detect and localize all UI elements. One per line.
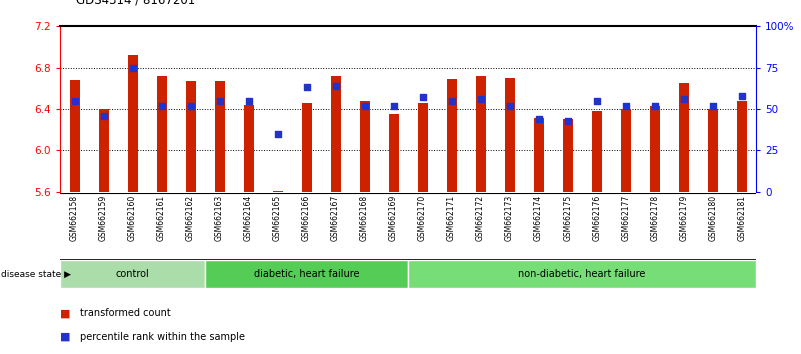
Text: GSM662158: GSM662158 — [70, 195, 79, 241]
Text: GSM662164: GSM662164 — [244, 195, 253, 241]
Bar — [592, 111, 602, 192]
Bar — [707, 109, 718, 192]
Bar — [562, 119, 573, 192]
Bar — [505, 78, 515, 192]
Text: GSM662167: GSM662167 — [331, 195, 340, 241]
Bar — [70, 80, 79, 192]
Point — [184, 103, 197, 109]
Point — [300, 85, 313, 90]
Point — [213, 98, 226, 104]
Point — [358, 103, 371, 109]
Bar — [215, 81, 224, 192]
Text: disease state ▶: disease state ▶ — [1, 269, 70, 279]
Bar — [186, 81, 195, 192]
Point — [445, 98, 458, 104]
Bar — [650, 106, 660, 192]
Text: GSM662174: GSM662174 — [534, 195, 543, 241]
Text: GSM662160: GSM662160 — [128, 195, 137, 241]
Text: GSM662163: GSM662163 — [215, 195, 224, 241]
Point — [503, 103, 516, 109]
Point — [706, 103, 719, 109]
Text: GSM662178: GSM662178 — [650, 195, 659, 241]
Bar — [737, 101, 747, 192]
Text: GSM662166: GSM662166 — [302, 195, 311, 241]
Text: GSM662169: GSM662169 — [389, 195, 398, 241]
Text: GDS4314 / 8167201: GDS4314 / 8167201 — [76, 0, 195, 7]
Point — [68, 98, 81, 104]
Text: GSM662180: GSM662180 — [708, 195, 717, 241]
Bar — [60, 260, 205, 288]
Bar — [205, 260, 408, 288]
Text: GSM662171: GSM662171 — [447, 195, 456, 241]
Bar — [446, 79, 457, 192]
Bar — [99, 109, 109, 192]
Point — [329, 83, 342, 88]
Text: GSM662172: GSM662172 — [476, 195, 485, 241]
Bar — [621, 109, 630, 192]
Point — [648, 103, 661, 109]
Point — [474, 96, 487, 102]
Bar — [476, 76, 485, 192]
Text: diabetic, heart failure: diabetic, heart failure — [254, 269, 360, 279]
Point — [590, 98, 603, 104]
Point — [272, 131, 284, 137]
Bar — [331, 76, 340, 192]
Text: GSM662176: GSM662176 — [592, 195, 601, 241]
Point — [735, 93, 748, 99]
Bar — [388, 114, 399, 192]
Text: GSM662173: GSM662173 — [505, 195, 514, 241]
Text: GSM662168: GSM662168 — [360, 195, 369, 241]
Text: GSM662181: GSM662181 — [737, 195, 747, 241]
Bar — [678, 83, 689, 192]
Text: ■: ■ — [60, 332, 70, 342]
Text: transformed count: transformed count — [80, 308, 171, 318]
Point — [619, 103, 632, 109]
Point — [562, 118, 574, 124]
Bar — [417, 103, 428, 192]
Bar — [408, 260, 756, 288]
Text: GSM662165: GSM662165 — [273, 195, 282, 241]
Text: GSM662170: GSM662170 — [418, 195, 427, 241]
Point — [97, 113, 110, 119]
Text: GSM662175: GSM662175 — [563, 195, 572, 241]
Text: ■: ■ — [60, 308, 70, 318]
Text: control: control — [115, 269, 150, 279]
Text: GSM662159: GSM662159 — [99, 195, 108, 241]
Bar — [360, 101, 370, 192]
Point — [532, 116, 545, 122]
Point — [127, 65, 139, 70]
Text: non-diabetic, heart failure: non-diabetic, heart failure — [518, 269, 646, 279]
Text: GSM662179: GSM662179 — [679, 195, 688, 241]
Text: GSM662177: GSM662177 — [621, 195, 630, 241]
Text: GSM662161: GSM662161 — [157, 195, 166, 241]
Bar — [301, 103, 312, 192]
Point — [417, 95, 429, 100]
Text: GSM662162: GSM662162 — [186, 195, 195, 241]
Point — [677, 96, 690, 102]
Bar — [127, 55, 138, 192]
Bar — [156, 76, 167, 192]
Point — [242, 98, 255, 104]
Bar — [272, 191, 283, 192]
Point — [155, 103, 168, 109]
Bar — [244, 105, 254, 192]
Bar — [533, 118, 544, 192]
Point — [387, 103, 400, 109]
Text: percentile rank within the sample: percentile rank within the sample — [80, 332, 245, 342]
